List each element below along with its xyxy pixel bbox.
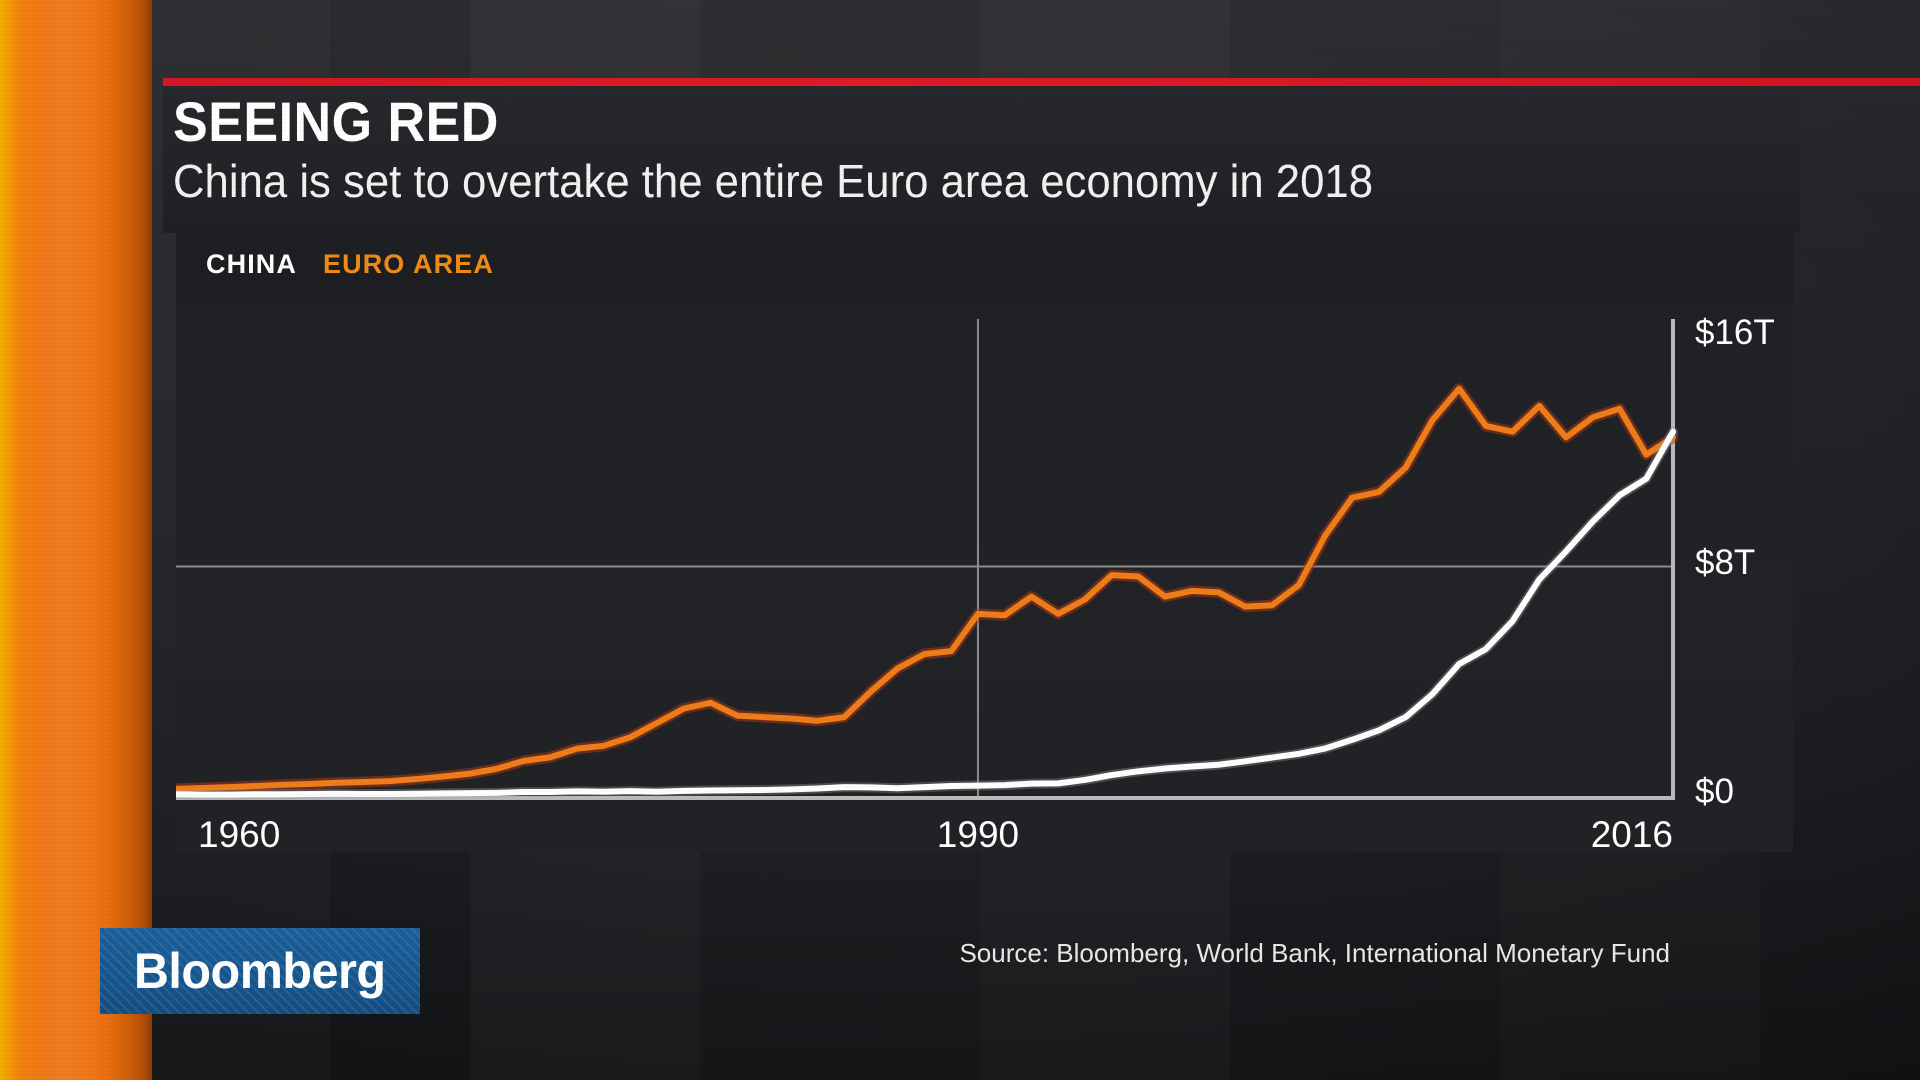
- gridlines: [176, 319, 1673, 796]
- x-tick-label-1960: 1960: [198, 814, 281, 855]
- page-subtitle: China is set to overtake the entire Euro…: [173, 155, 1374, 207]
- page-title: SEEING RED: [173, 90, 499, 153]
- bloomberg-wordmark: Bloomberg: [134, 943, 386, 999]
- series-line-euro-area: [176, 385, 1676, 792]
- axis-lines: [176, 319, 1675, 800]
- legend-item-euro-area: EURO AREA: [323, 249, 494, 279]
- y-tick-label-16T: $16T: [1695, 313, 1775, 352]
- legend-item-china: CHINA: [206, 249, 297, 279]
- chart-legend: CHINA EURO AREA: [206, 249, 494, 280]
- title-panel: SEEING RED China is set to overtake the …: [163, 86, 1800, 233]
- y-tick-label-8T: $8T: [1695, 542, 1756, 582]
- bloomberg-logo: Bloomberg: [100, 928, 420, 1014]
- chart-panel: CHINA EURO AREA $16T $8T $0: [176, 233, 1793, 852]
- series-line-china: [176, 428, 1676, 798]
- x-tick-label-2016: 2016: [1590, 814, 1673, 855]
- left-bar-sheen: [24, 0, 120, 1080]
- series-euro-area-glow: [176, 383, 1679, 795]
- x-tick-label-1990: 1990: [936, 814, 1020, 855]
- series-china-glow: [176, 426, 1678, 800]
- left-orange-accent-bar: [0, 0, 152, 1080]
- source-attribution: Source: Bloomberg, World Bank, Internati…: [959, 938, 1670, 968]
- red-accent-rule: [163, 78, 1920, 86]
- y-tick-label-0: $0: [1695, 772, 1734, 811]
- line-chart-svg: [176, 319, 1679, 800]
- plot-area: [176, 319, 1793, 852]
